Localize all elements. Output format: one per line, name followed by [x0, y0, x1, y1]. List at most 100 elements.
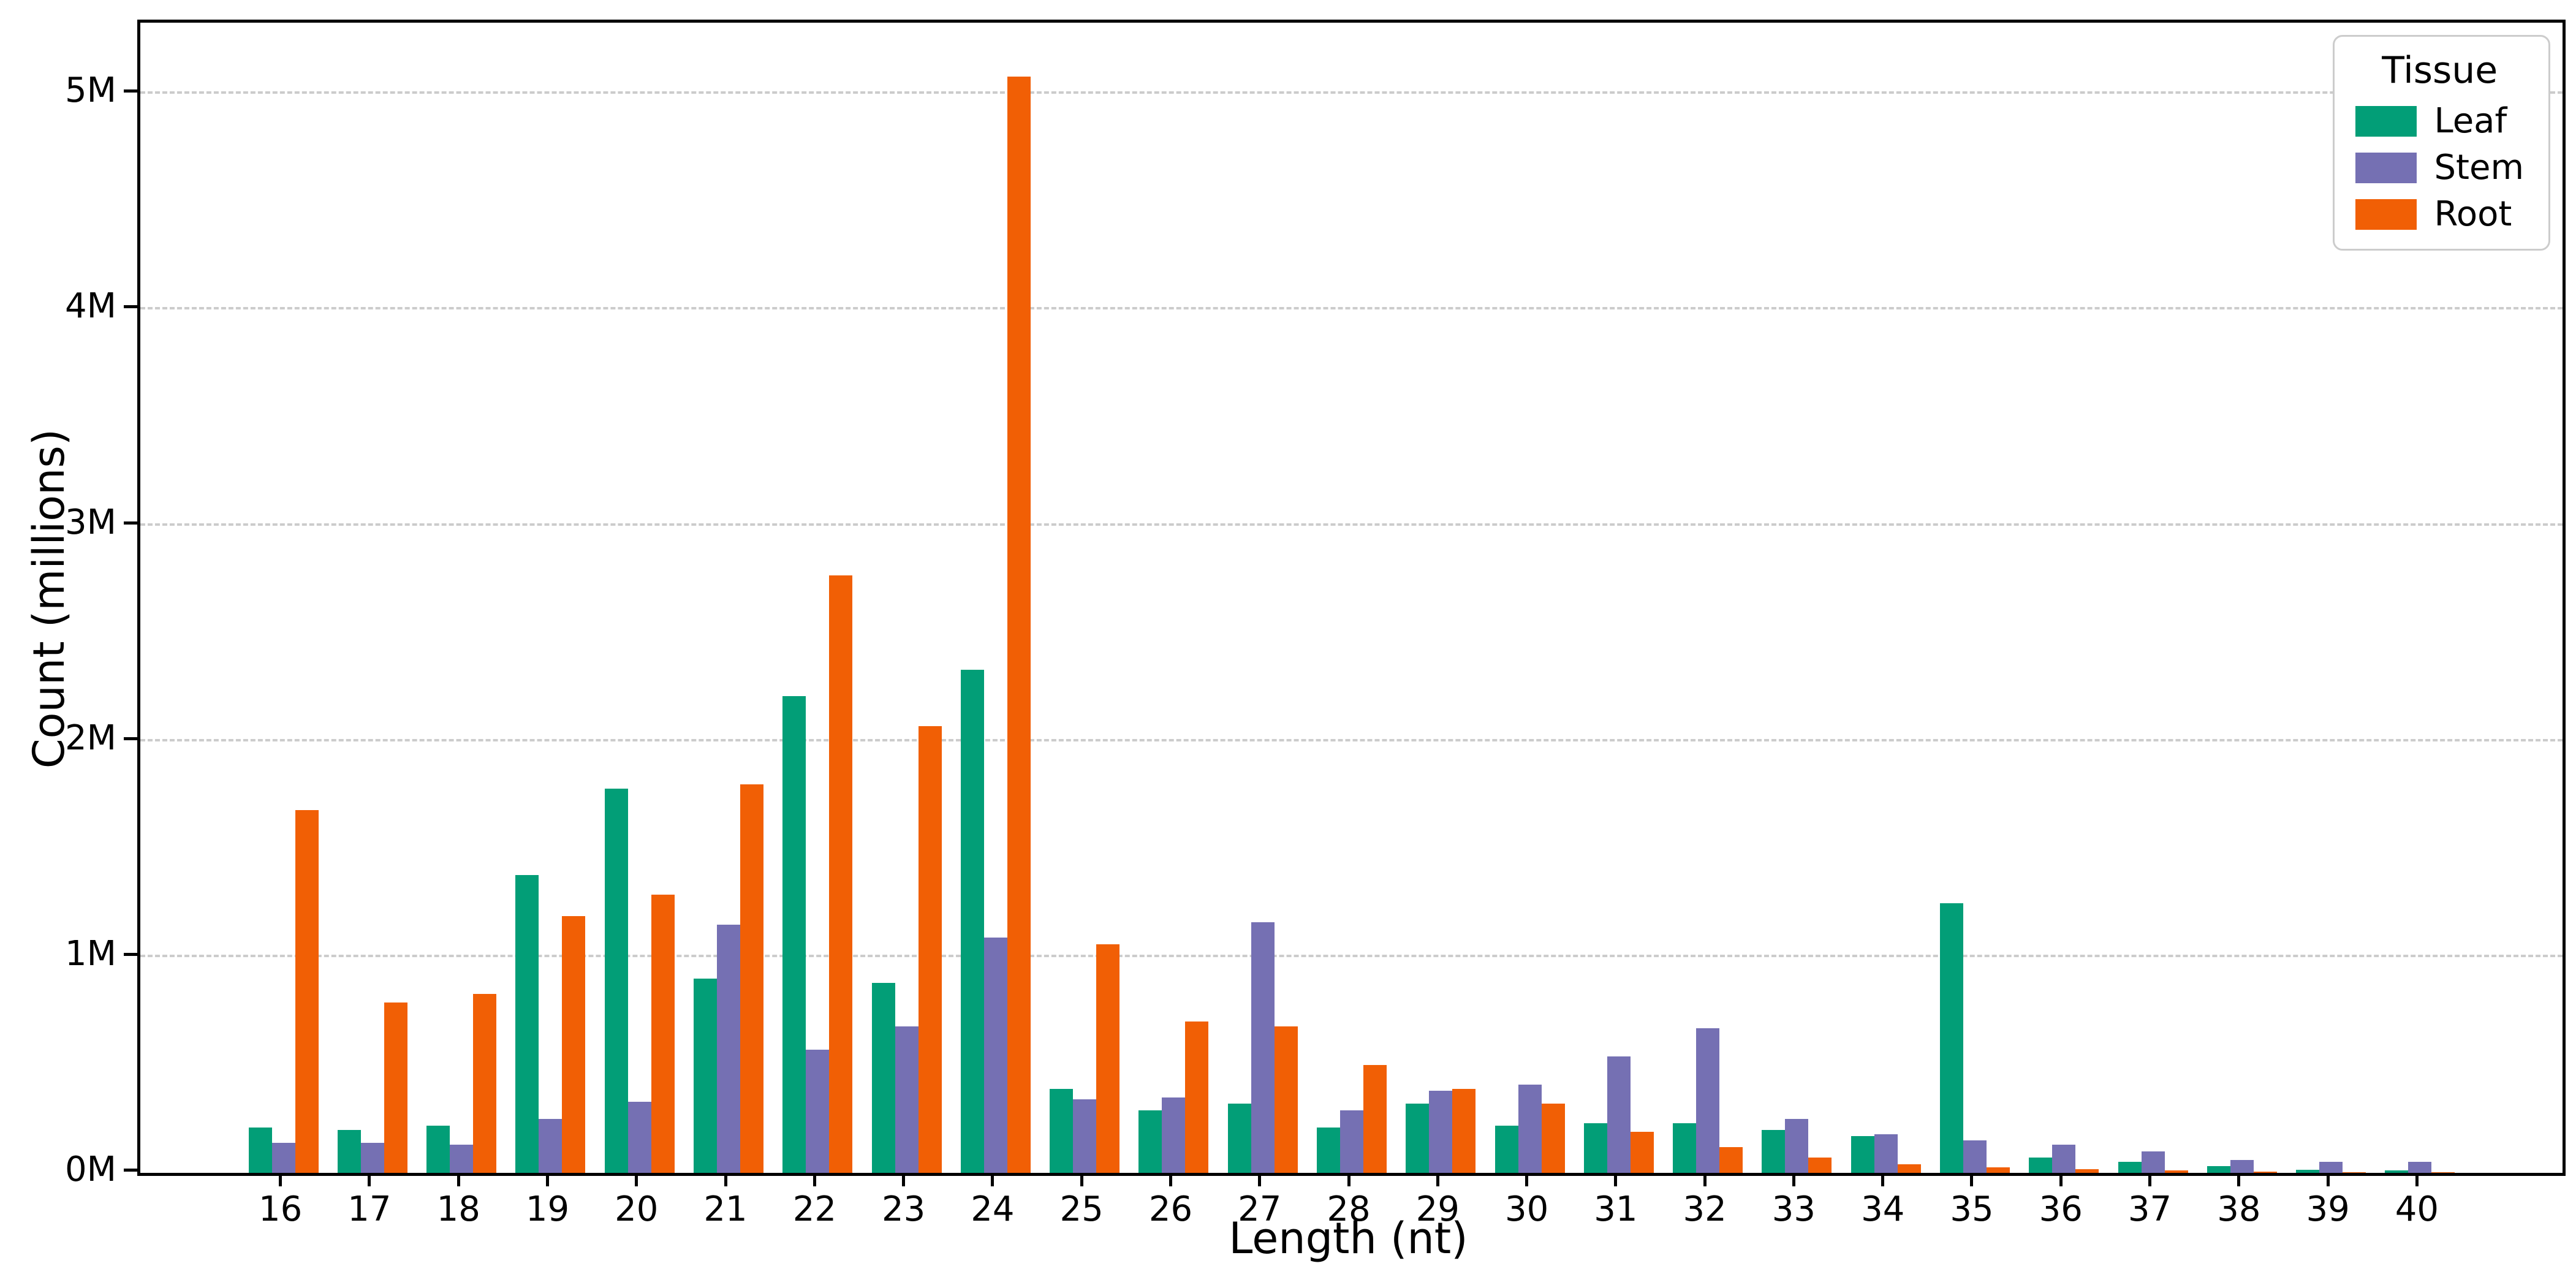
bar-stem-26	[1162, 1097, 1186, 1173]
x-tick-mark-17	[368, 1173, 371, 1186]
x-tick-cell-29: 29	[1393, 1173, 1482, 1228]
y-tick-mark-1M	[124, 952, 137, 956]
x-tick-label-36: 36	[2039, 1189, 2083, 1229]
x-tick-label-21: 21	[703, 1189, 748, 1229]
bar-group-24	[951, 23, 1040, 1173]
bar-leaf-19	[515, 875, 539, 1173]
x-tick-mark-23	[902, 1173, 906, 1186]
bar-root-37	[2164, 1170, 2188, 1173]
bar-leaf-39	[2296, 1170, 2320, 1173]
bar-group-17	[328, 23, 417, 1173]
x-tick-cell-27: 27	[1215, 1173, 1304, 1228]
bar-root-21	[740, 784, 764, 1173]
y-tick-mark-5M	[124, 89, 137, 93]
bar-group-28	[1307, 23, 1396, 1173]
x-tick-mark-29	[1436, 1173, 1439, 1186]
x-tick-mark-40	[2415, 1173, 2419, 1186]
x-tick-mark-22	[813, 1173, 816, 1186]
bars-row	[239, 23, 2464, 1173]
x-tick-label-37: 37	[2127, 1189, 2172, 1229]
x-tick-mark-30	[1525, 1173, 1529, 1186]
bar-group-36	[2020, 23, 2108, 1173]
bar-group-40	[2376, 23, 2464, 1173]
bar-leaf-32	[1673, 1123, 1697, 1173]
bar-leaf-21	[694, 979, 718, 1173]
x-tick-mark-32	[1703, 1173, 1707, 1186]
bar-root-27	[1274, 1026, 1298, 1173]
x-tick-label-19: 19	[525, 1189, 570, 1229]
y-tick-label-4M: 4M	[65, 286, 116, 327]
y-tick-label-1M: 1M	[65, 933, 116, 974]
x-tick-mark-36	[2059, 1173, 2063, 1186]
x-tick-mark-24	[991, 1173, 994, 1186]
bar-group-31	[1574, 23, 1663, 1173]
x-tick-mark-37	[2148, 1173, 2152, 1186]
bar-group-23	[862, 23, 951, 1173]
bar-root-29	[1452, 1089, 1476, 1173]
bar-stem-18	[450, 1145, 474, 1173]
bar-stem-38	[2230, 1160, 2254, 1173]
bar-stem-20	[627, 1102, 651, 1173]
bar-group-37	[2108, 23, 2197, 1173]
bar-leaf-28	[1317, 1128, 1341, 1173]
x-tick-label-20: 20	[615, 1189, 659, 1229]
x-tick-mark-18	[456, 1173, 460, 1186]
bar-root-39	[2343, 1172, 2366, 1173]
x-tick-label-16: 16	[259, 1189, 303, 1229]
x-tick-cell-24: 24	[948, 1173, 1037, 1228]
bar-leaf-40	[2385, 1170, 2409, 1173]
bar-stem-23	[895, 1026, 919, 1173]
x-tick-mark-16	[279, 1173, 282, 1186]
bar-stem-24	[983, 938, 1007, 1173]
x-tick-cell-16: 16	[236, 1173, 325, 1228]
y-axis-label: Count (millions)	[24, 428, 74, 769]
y-tick-label-0M: 0M	[65, 1150, 116, 1189]
x-tick-cell-25: 25	[1037, 1173, 1126, 1228]
x-tick-cell-22: 22	[770, 1173, 859, 1228]
bar-group-39	[2286, 23, 2375, 1173]
bar-stem-37	[2141, 1151, 2165, 1173]
bar-leaf-38	[2207, 1166, 2230, 1173]
bar-root-26	[1185, 1022, 1209, 1173]
x-tick-cell-32: 32	[1661, 1173, 1749, 1228]
bar-stem-27	[1251, 922, 1275, 1173]
x-tick-label-25: 25	[1059, 1189, 1104, 1229]
x-tick-label-38: 38	[2217, 1189, 2261, 1229]
x-tick-cell-40: 40	[2373, 1173, 2461, 1228]
legend-label-leaf: Leaf	[2434, 101, 2507, 141]
x-tick-mark-34	[1881, 1173, 1885, 1186]
bar-group-22	[773, 23, 862, 1173]
bar-leaf-16	[248, 1128, 272, 1173]
bar-group-27	[1218, 23, 1307, 1173]
y-tick-mark-0M	[124, 1169, 137, 1172]
bar-root-22	[829, 575, 853, 1173]
x-tick-mark-31	[1614, 1173, 1618, 1186]
legend-title: Tissue	[2382, 49, 2498, 92]
y-tick-label-2M: 2M	[65, 718, 116, 758]
legend-row-root: Root	[2355, 196, 2524, 233]
legend-label-root: Root	[2434, 194, 2512, 234]
bar-root-35	[1986, 1167, 2010, 1173]
bar-group-30	[1485, 23, 1574, 1173]
x-tick-label-29: 29	[1415, 1189, 1460, 1229]
x-tick-label-26: 26	[1148, 1189, 1193, 1229]
bar-root-23	[918, 726, 942, 1173]
bar-root-20	[651, 895, 675, 1173]
y-tick-mark-2M	[124, 737, 137, 740]
gridline-3M	[140, 523, 2563, 526]
legend-label-stem: Stem	[2434, 148, 2524, 188]
gridline-5M	[140, 91, 2563, 94]
x-tick-mark-27	[1258, 1173, 1262, 1186]
bar-group-21	[684, 23, 773, 1173]
x-tick-mark-33	[1792, 1173, 1795, 1186]
bar-leaf-22	[782, 696, 806, 1173]
bar-stem-29	[1429, 1091, 1453, 1173]
bar-leaf-24	[960, 670, 984, 1173]
x-tick-cell-28: 28	[1304, 1173, 1393, 1228]
leaf-swatch-icon	[2355, 106, 2417, 137]
x-tick-cell-17: 17	[325, 1173, 414, 1228]
bar-root-17	[384, 1003, 407, 1173]
x-tick-label-32: 32	[1683, 1189, 1727, 1229]
bar-leaf-27	[1227, 1104, 1251, 1173]
bar-leaf-17	[337, 1130, 361, 1173]
